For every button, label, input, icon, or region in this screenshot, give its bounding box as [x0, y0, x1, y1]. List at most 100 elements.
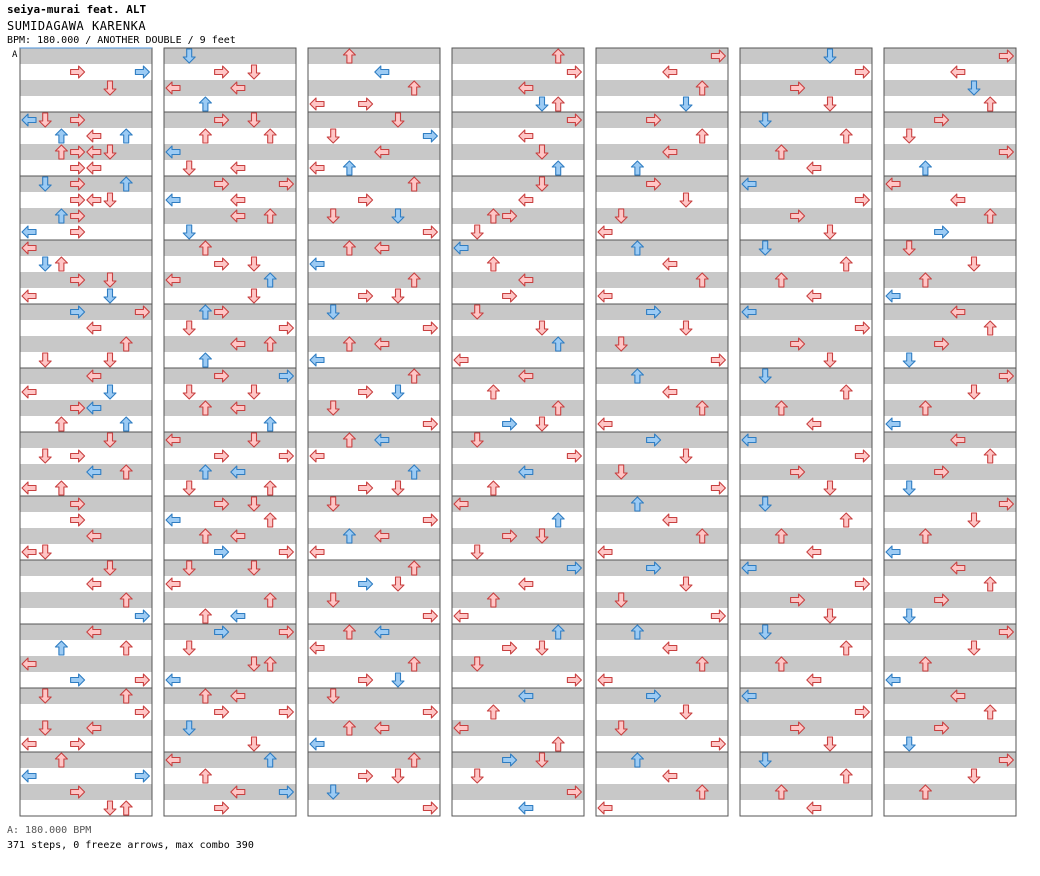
step-arrow-left [950, 305, 966, 319]
step-arrow-up [342, 432, 356, 448]
step-arrow-right [214, 449, 230, 463]
beat-band [164, 336, 296, 352]
step-arrow-left [21, 241, 37, 255]
step-arrow-right [278, 449, 294, 463]
step-arrow-right [422, 225, 438, 239]
step-arrow-up [407, 80, 421, 96]
step-arrow-left [597, 673, 613, 687]
step-arrow-up [918, 656, 932, 672]
beat-band [740, 656, 872, 672]
step-arrow-up [551, 736, 565, 752]
step-arrow-down [38, 256, 52, 272]
step-arrow-up [983, 448, 997, 464]
step-arrow-right [70, 513, 86, 527]
step-arrow-down [535, 176, 549, 192]
step-arrow-left [806, 289, 822, 303]
step-arrow-right [214, 65, 230, 79]
step-arrow-down [902, 736, 916, 752]
song-title: SUMIDAGAWA KARENKA [7, 19, 147, 33]
step-arrow-right [358, 97, 374, 111]
chart-meta: BPM: 180.000 / ANOTHER DOUBLE / 9 feet [7, 35, 236, 46]
step-arrow-right [646, 177, 662, 191]
step-arrow-left [86, 577, 102, 591]
step-arrow-right [790, 593, 806, 607]
step-arrow-left [885, 545, 901, 559]
step-arrow-down [614, 208, 628, 224]
step-arrow-up [695, 80, 709, 96]
step-arrow-down [470, 544, 484, 560]
step-arrow-down [614, 336, 628, 352]
step-arrow-left [230, 529, 246, 543]
beat-band [308, 464, 440, 480]
beat-band [308, 528, 440, 544]
step-arrow-left [662, 641, 678, 655]
beat-band [596, 208, 728, 224]
step-arrow-right [70, 225, 86, 239]
beat-band [20, 560, 152, 576]
step-arrow-up [551, 96, 565, 112]
step-arrow-up [918, 784, 932, 800]
step-arrow-up [198, 304, 212, 320]
beat-band [596, 752, 728, 768]
step-arrow-up [342, 240, 356, 256]
step-arrow-up [774, 400, 788, 416]
step-arrow-right [790, 337, 806, 351]
step-arrow-left [374, 625, 390, 639]
beat-band [596, 336, 728, 352]
beat-band [452, 432, 584, 448]
beat-band [884, 48, 1016, 64]
step-arrow-up [630, 496, 644, 512]
beat-band [164, 624, 296, 640]
step-arrow-left [518, 577, 534, 591]
step-arrow-right [70, 449, 86, 463]
step-arrow-up [486, 384, 500, 400]
step-arrow-up [119, 176, 133, 192]
beat-band [308, 688, 440, 704]
step-arrow-down [758, 112, 772, 128]
beat-band [884, 784, 1016, 800]
step-arrow-up [695, 272, 709, 288]
step-arrow-right [214, 801, 230, 815]
step-arrow-left [86, 625, 102, 639]
step-arrow-down [326, 496, 340, 512]
step-arrow-left [86, 369, 102, 383]
step-arrow-up [263, 208, 277, 224]
step-arrow-down [902, 352, 916, 368]
step-arrow-up [695, 528, 709, 544]
beat-band [740, 752, 872, 768]
step-arrow-left [21, 225, 37, 239]
step-arrow-down [182, 320, 196, 336]
step-arrow-left [165, 513, 181, 527]
step-arrow-right [214, 177, 230, 191]
step-arrow-up [198, 352, 212, 368]
beat-band [452, 272, 584, 288]
step-arrow-left [662, 257, 678, 271]
step-arrow-up [54, 128, 68, 144]
step-arrow-left [885, 177, 901, 191]
step-arrow-up [263, 752, 277, 768]
step-arrow-up [839, 384, 853, 400]
step-arrow-up [342, 336, 356, 352]
step-arrow-up [119, 336, 133, 352]
beat-band [596, 656, 728, 672]
step-arrow-left [374, 529, 390, 543]
beat-band [884, 752, 1016, 768]
beat-band [596, 528, 728, 544]
step-arrow-down [391, 384, 405, 400]
step-arrow-left [86, 321, 102, 335]
step-arrow-right [934, 721, 950, 735]
step-arrow-right [998, 625, 1014, 639]
step-arrow-up [119, 464, 133, 480]
step-arrow-down [182, 384, 196, 400]
step-arrow-down [902, 240, 916, 256]
beat-band [740, 112, 872, 128]
step-arrow-left [662, 65, 678, 79]
step-arrow-down [247, 656, 261, 672]
column-frame [883, 47, 1017, 817]
step-arrow-up [54, 752, 68, 768]
step-arrow-right [710, 737, 726, 751]
step-arrow-left [741, 561, 757, 575]
step-arrow-left [950, 193, 966, 207]
step-arrow-down [182, 224, 196, 240]
